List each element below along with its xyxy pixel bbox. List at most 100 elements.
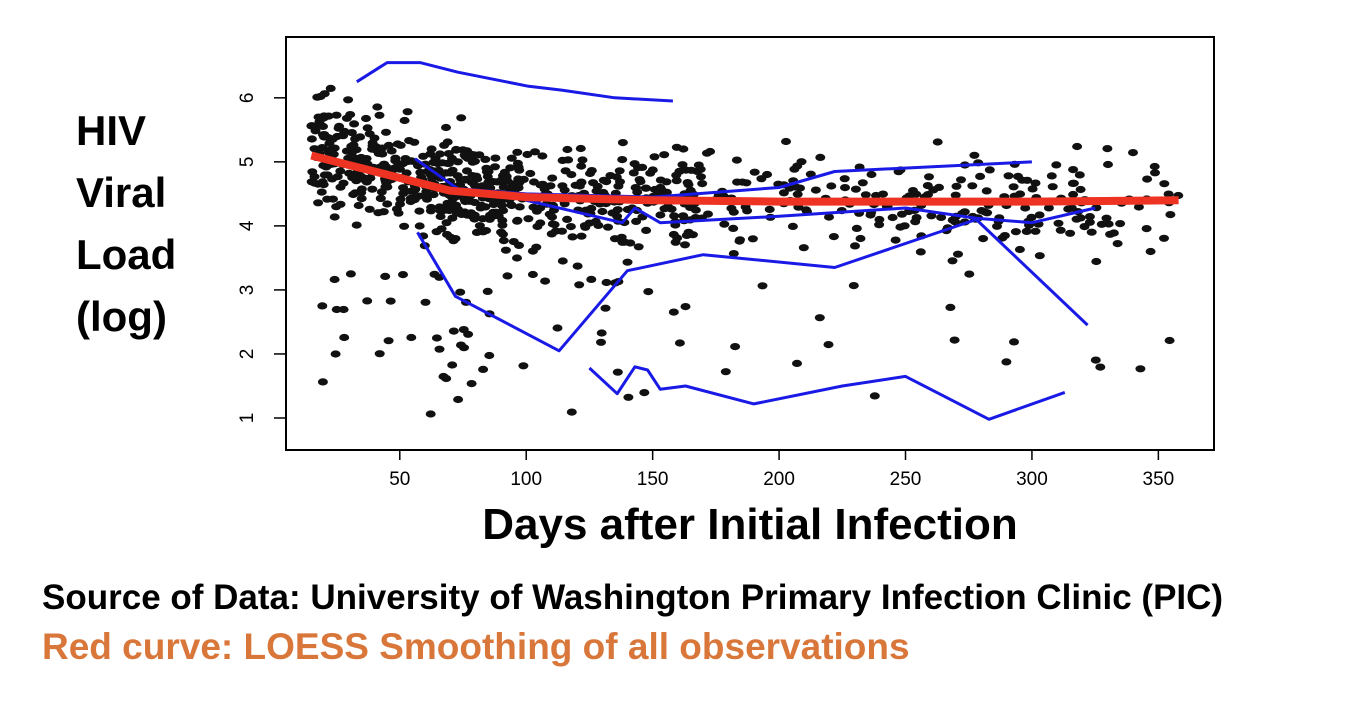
data-point <box>427 174 438 182</box>
data-point <box>1091 257 1102 266</box>
data-point <box>508 238 519 246</box>
data-point <box>531 243 542 251</box>
data-point <box>337 131 348 139</box>
data-point <box>364 205 375 213</box>
data-point <box>814 314 825 322</box>
data-point <box>527 270 538 279</box>
data-point <box>625 239 636 247</box>
data-point <box>855 234 866 243</box>
data-point <box>950 191 961 199</box>
data-point <box>678 145 689 153</box>
data-point <box>331 203 342 211</box>
data-point <box>690 206 701 214</box>
data-point <box>460 175 471 183</box>
data-point <box>1096 220 1107 228</box>
data-point <box>367 185 378 193</box>
data-point <box>1075 214 1086 222</box>
data-point <box>850 242 860 250</box>
data-point <box>677 161 688 169</box>
data-point <box>512 148 523 156</box>
data-point <box>1068 166 1079 174</box>
data-point <box>413 192 424 200</box>
y-tick-label: 6 <box>237 93 258 104</box>
data-point <box>547 213 558 221</box>
data-point <box>747 235 758 243</box>
data-point <box>490 154 501 162</box>
data-point <box>338 305 349 314</box>
data-point <box>365 174 376 182</box>
data-point <box>390 154 401 162</box>
data-point <box>313 146 324 154</box>
data-point <box>596 338 606 346</box>
data-point <box>696 173 706 181</box>
data-point <box>506 154 517 162</box>
data-point <box>475 204 486 212</box>
data-point <box>1084 213 1095 221</box>
data-point <box>801 206 811 214</box>
data-point <box>850 185 861 193</box>
data-point <box>851 224 862 232</box>
data-point <box>395 195 406 203</box>
data-point <box>1043 204 1054 212</box>
data-point <box>1063 205 1074 213</box>
data-point <box>474 151 485 159</box>
data-point <box>631 217 642 225</box>
data-point <box>623 393 634 401</box>
data-point <box>967 182 978 190</box>
data-point <box>500 246 511 254</box>
data-point <box>890 236 901 244</box>
data-point <box>649 153 660 161</box>
data-point <box>932 138 943 146</box>
data-point <box>792 359 802 367</box>
data-point <box>434 345 445 353</box>
data-point <box>726 204 737 212</box>
data-point <box>435 150 445 158</box>
data-point <box>1017 176 1028 184</box>
data-point <box>307 168 318 176</box>
data-point <box>478 228 489 236</box>
data-point <box>425 410 436 418</box>
data-point <box>447 214 458 222</box>
data-point <box>442 138 453 146</box>
data-point <box>315 92 326 101</box>
individual-line <box>416 218 1089 353</box>
data-point <box>1053 219 1064 227</box>
data-point <box>330 350 341 358</box>
data-point <box>356 185 367 193</box>
data-point <box>535 181 546 189</box>
individual-line <box>525 198 1096 225</box>
data-point <box>671 177 682 185</box>
y-axis-label-line-2: Viral <box>76 169 167 216</box>
data-point <box>1163 190 1174 198</box>
data-point <box>586 167 597 175</box>
data-point <box>577 156 588 164</box>
data-point <box>1086 228 1097 236</box>
data-point <box>506 201 517 210</box>
data-point <box>1128 149 1138 157</box>
data-point <box>614 167 625 175</box>
data-point <box>669 212 680 220</box>
x-tick-label: 250 <box>890 469 922 490</box>
data-point <box>488 178 499 186</box>
data-point <box>1001 358 1012 366</box>
data-point <box>477 215 488 223</box>
data-point <box>478 365 489 373</box>
data-point <box>749 168 760 176</box>
data-point <box>351 134 361 142</box>
data-point <box>928 186 939 194</box>
data-point <box>981 187 992 195</box>
data-point <box>1115 220 1126 228</box>
data-point <box>318 181 329 189</box>
data-point <box>680 241 690 249</box>
data-point <box>597 207 608 216</box>
y-tick-label: 1 <box>237 413 258 424</box>
data-point <box>483 167 494 176</box>
data-point <box>655 183 666 192</box>
data-point <box>826 182 837 190</box>
data-point <box>792 190 803 198</box>
data-point <box>362 297 373 305</box>
data-point <box>731 156 742 164</box>
data-point <box>622 258 633 266</box>
y-tick-label: 5 <box>237 157 258 168</box>
data-point <box>339 333 350 342</box>
